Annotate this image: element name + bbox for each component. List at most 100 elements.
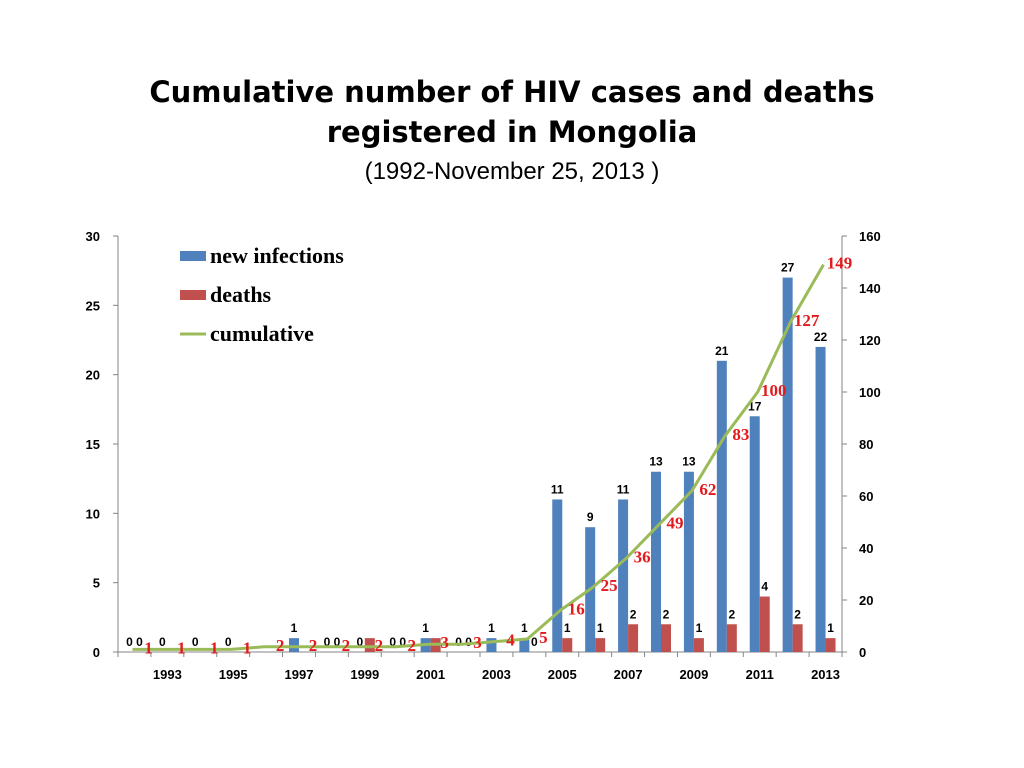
left-axis-tick-label: 30 <box>86 229 100 244</box>
x-axis-tick-label: 2013 <box>811 667 840 682</box>
deaths-label: 2 <box>794 607 801 621</box>
new-infections-bar <box>749 416 760 652</box>
new-infections-label: 9 <box>587 510 594 524</box>
deaths-label: 4 <box>761 580 768 594</box>
legend-label: cumulative <box>210 321 314 346</box>
new-infections-label: 0 <box>324 635 331 649</box>
new-infections-label: 11 <box>551 482 564 496</box>
new-infections-label: 0 <box>225 635 232 649</box>
new-infections-label: 0 <box>159 635 166 649</box>
left-axis-tick-label: 15 <box>86 437 100 452</box>
right-axis-tick-label: 0 <box>859 645 866 660</box>
new-infections-bar <box>651 471 661 652</box>
cumulative-label: 2 <box>375 636 384 655</box>
cumulative-label: 149 <box>827 254 853 273</box>
legend-swatch-new-infections <box>180 251 206 261</box>
cumulative-label: 16 <box>568 599 585 618</box>
right-axis-tick-label: 20 <box>859 593 873 608</box>
deaths-bar <box>595 638 606 652</box>
new-infections-bar <box>618 499 629 652</box>
new-infections-bar <box>486 638 497 652</box>
right-axis-tick-label: 60 <box>859 489 873 504</box>
deaths-bar <box>661 624 671 652</box>
new-infections-label: 21 <box>715 344 729 358</box>
cumulative-label: 3 <box>473 633 482 652</box>
new-infections-bar <box>519 638 530 652</box>
x-axis-tick-label: 2001 <box>416 667 445 682</box>
deaths-label: 1 <box>827 621 834 635</box>
cumulative-label: 36 <box>634 547 651 566</box>
cumulative-label: 1 <box>210 638 219 657</box>
chart-subtitle: (1992-November 25, 2013 ) <box>364 158 660 185</box>
cumulative-label: 2 <box>407 636 416 655</box>
x-axis-tick-label: 1995 <box>219 667 248 682</box>
deaths-label: 1 <box>696 621 703 635</box>
deaths-bar <box>759 596 770 652</box>
right-axis-tick-label: 80 <box>859 437 873 452</box>
x-axis-tick-label: 2009 <box>679 667 708 682</box>
right-axis-tick-label: 40 <box>859 541 873 556</box>
new-infections-label: 0 <box>389 635 396 649</box>
title-block: Cumulative number of HIV cases and death… <box>0 72 1024 186</box>
new-infections-bar <box>716 360 727 652</box>
right-axis-tick-label: 160 <box>859 229 881 244</box>
new-infections-label: 0 <box>126 635 133 649</box>
deaths-bar <box>693 638 704 652</box>
cumulative-label: 100 <box>761 381 787 400</box>
deaths-label: 1 <box>564 621 571 635</box>
right-axis-tick-label: 120 <box>859 333 881 348</box>
left-axis-tick-label: 20 <box>86 368 100 383</box>
cumulative-label: 2 <box>342 636 351 655</box>
deaths-label: 1 <box>597 621 604 635</box>
deaths-bar <box>562 638 573 652</box>
new-infections-label: 1 <box>291 621 298 635</box>
deaths-label: 2 <box>630 607 637 621</box>
x-axis-tick-label: 1999 <box>350 667 379 682</box>
cumulative-label: 4 <box>506 631 515 650</box>
new-infections-label: 13 <box>682 455 696 469</box>
legend-label: new infections <box>210 243 344 268</box>
new-infections-label: 1 <box>422 621 429 635</box>
new-infections-label: 11 <box>617 482 630 496</box>
x-axis-tick-label: 1993 <box>153 667 182 682</box>
cumulative-label: 83 <box>732 425 749 444</box>
right-axis-tick-label: 140 <box>859 281 881 296</box>
new-infections-label: 1 <box>488 621 495 635</box>
cumulative-label: 2 <box>309 636 318 655</box>
deaths-bar <box>792 624 803 652</box>
new-infections-bar <box>683 471 694 652</box>
legend-swatch-deaths <box>180 290 206 300</box>
x-axis-tick-label: 2005 <box>548 667 577 682</box>
cumulative-label: 2 <box>276 636 285 655</box>
cumulative-label: 49 <box>667 514 684 533</box>
chart-title: Cumulative number of HIV cases and death… <box>149 75 875 149</box>
left-axis-tick-label: 0 <box>93 645 100 660</box>
cumulative-line <box>132 263 825 651</box>
deaths-label: 2 <box>663 607 670 621</box>
new-infections-bar <box>815 346 826 652</box>
cumulative-label: 5 <box>539 628 548 647</box>
left-axis-tick-label: 10 <box>86 506 100 521</box>
new-infections-label: 22 <box>814 330 828 344</box>
new-infections-bar <box>289 638 299 652</box>
x-axis-tick-label: 1997 <box>285 667 314 682</box>
new-infections-label: 13 <box>649 455 663 469</box>
new-infections-label: 0 <box>455 635 462 649</box>
right-axis-tick-label: 100 <box>859 385 881 400</box>
x-axis-tick-label: 2011 <box>746 667 774 682</box>
new-infections-label: 27 <box>781 261 795 275</box>
deaths-label: 2 <box>728 607 735 621</box>
cumulative-label: 1 <box>177 638 186 657</box>
new-infections-label: 0 <box>356 635 363 649</box>
new-infections-bar <box>782 277 793 652</box>
cumulative-label: 62 <box>699 480 716 499</box>
deaths-label: 0 <box>399 635 406 649</box>
deaths-label: 0 <box>136 635 143 649</box>
cumulative-label: 1 <box>144 638 153 657</box>
cumulative-label: 1 <box>243 638 252 657</box>
left-axis-tick-label: 25 <box>86 298 100 313</box>
deaths-label: 0 <box>531 635 538 649</box>
deaths-label: 0 <box>334 635 341 649</box>
deaths-bar <box>825 638 836 652</box>
